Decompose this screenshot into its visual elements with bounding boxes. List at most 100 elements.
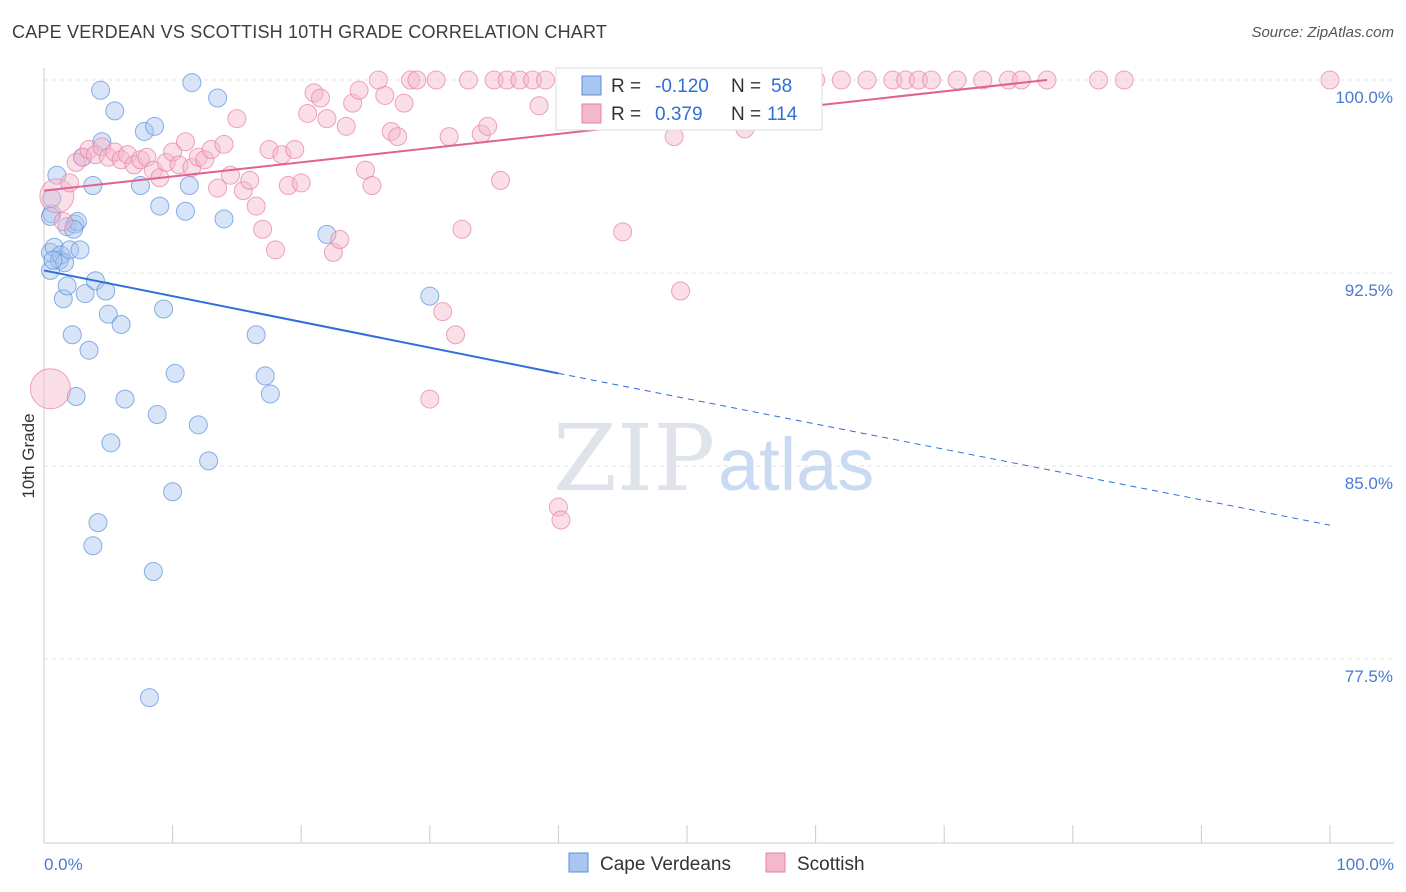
point-1-46 (336, 116, 356, 136)
point-0-49 (255, 366, 275, 386)
point-0-40 (165, 363, 185, 383)
point-1-72 (529, 96, 549, 116)
point-1-109 (1089, 70, 1109, 90)
point-1-40 (298, 103, 318, 123)
point-1-62 (446, 325, 466, 345)
point-1-21 (175, 132, 195, 152)
point-1-59 (426, 70, 446, 90)
x-tick-label-min: 0.0% (44, 855, 83, 874)
point-0-26 (98, 304, 118, 324)
watermark: ZIP atlas (553, 405, 874, 512)
point-0-33 (139, 688, 159, 708)
point-1-56 (401, 70, 421, 90)
y-tick-label-0: 100.0% (1335, 88, 1393, 107)
point-1-30 (233, 181, 253, 201)
point-1-50 (362, 176, 382, 196)
watermark-zip: ZIP (553, 405, 715, 512)
point-1-35 (265, 240, 285, 260)
source-label: Source: ZipAtlas.com (1251, 24, 1394, 41)
point-0-12 (62, 325, 82, 345)
point-1-104 (947, 70, 967, 90)
point-0-28 (105, 101, 125, 121)
y-tick-labels: 100.0% 92.5% 85.0% 77.5% (1335, 88, 1393, 686)
point-0-38 (154, 299, 174, 319)
point-0-32 (134, 121, 154, 141)
series-cape-verdeans (40, 73, 440, 708)
point-0-37 (150, 196, 170, 216)
point-0-54 (57, 276, 77, 296)
legend-n-label-1: N = (731, 76, 761, 97)
trend-line-scottish (43, 79, 1048, 192)
axes (43, 68, 1394, 844)
point-0-51 (317, 224, 337, 244)
point-1-38 (285, 139, 305, 159)
point-1-57 (407, 70, 427, 90)
point-0-53 (83, 536, 103, 556)
point-0-11 (60, 240, 80, 260)
point-0-14 (66, 387, 86, 407)
point-1-8 (92, 137, 112, 157)
point-1-41 (304, 83, 324, 103)
point-1-60 (433, 302, 453, 322)
legend-swatch-scottish (581, 103, 602, 124)
x-tick-label-max: 100.0% (1336, 855, 1394, 874)
point-1-55 (394, 93, 414, 113)
point-1-43 (317, 109, 337, 129)
point-1-98 (831, 70, 851, 90)
point-1-45 (330, 230, 350, 250)
y-tick-label-1: 92.5% (1345, 281, 1393, 300)
trend-line-cape-verdeans (43, 269, 559, 375)
point-0-36 (147, 405, 167, 425)
point-1-24 (195, 150, 215, 170)
point-1-107 (1011, 70, 1031, 90)
point-1-39 (291, 173, 311, 193)
point-1-80 (613, 222, 633, 242)
y-axis-label: 10th Grade (19, 413, 38, 498)
y-tick-label-2: 85.0% (1345, 474, 1393, 493)
point-0-29 (111, 314, 131, 334)
trend-lines (43, 79, 1331, 526)
point-1-29 (227, 109, 247, 129)
point-0-57 (64, 219, 84, 239)
point-1-99 (857, 70, 877, 90)
legend-swatch-cape-verdeans (581, 75, 602, 96)
point-0-34 (143, 562, 163, 582)
point-0-27 (101, 433, 121, 453)
point-1-2 (53, 212, 73, 232)
point-0-35 (145, 116, 165, 136)
point-0-46 (208, 88, 228, 108)
point-0-18 (75, 284, 95, 304)
point-1-12 (118, 145, 138, 165)
point-1-105 (973, 70, 993, 90)
legend-n-value-2: 114 (767, 104, 798, 125)
point-1-68 (491, 170, 511, 190)
point-1-61 (439, 127, 459, 147)
point-1-32 (246, 196, 266, 216)
legend-n-value-1: 58 (771, 76, 792, 97)
point-1-53 (381, 121, 401, 141)
legend-r-value-1: -0.120 (655, 76, 709, 97)
point-0-23 (91, 80, 111, 100)
bottom-legend-label-scottish: Scottish (797, 854, 865, 875)
point-0-8 (53, 289, 73, 309)
point-1-63 (452, 219, 472, 239)
point-1-64 (458, 70, 478, 90)
point-0-55 (40, 206, 60, 226)
point-0-43 (182, 73, 202, 93)
point-1-42 (310, 88, 330, 108)
point-1-85 (671, 281, 691, 301)
point-1-58 (420, 389, 440, 409)
point-1-110 (1114, 70, 1134, 90)
point-1-66 (478, 116, 498, 136)
point-1-25 (201, 139, 221, 159)
grid (44, 79, 1394, 660)
point-0-22 (88, 513, 108, 533)
point-1-31 (240, 170, 260, 190)
point-1-73 (536, 70, 556, 90)
point-0-41 (175, 201, 195, 221)
point-0-45 (199, 451, 219, 471)
point-1-27 (214, 134, 234, 154)
legend-r-label-2: R = (611, 104, 641, 125)
point-1-48 (349, 80, 369, 100)
